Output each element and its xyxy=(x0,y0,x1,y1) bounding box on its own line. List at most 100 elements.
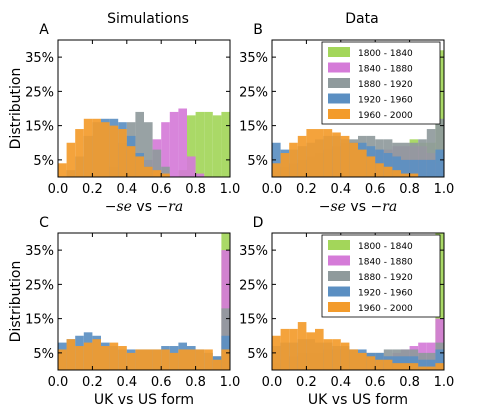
legend-entry: 1880 - 1920 xyxy=(358,80,413,90)
bar-d-s4-b10 xyxy=(358,352,367,371)
y-tick-label: 5% xyxy=(33,347,54,362)
panel-a: 0.0 0.2 0.4 0.6 0.8 1.0 5% 15% 25% 35% A −se vs −ra… xyxy=(8,22,240,215)
x-tick-label: 0.2 xyxy=(82,375,103,390)
legend-swatch xyxy=(328,78,350,88)
bar-b-s4-b12 xyxy=(375,163,384,177)
bar-d-s4-b9 xyxy=(349,349,358,370)
legend-entry: 1880 - 1920 xyxy=(358,273,413,283)
bar-b-s3-b15 xyxy=(401,159,410,178)
bar-d-s4-b17 xyxy=(418,366,427,370)
legend-entry: 1920 - 1960 xyxy=(358,96,413,106)
bar-c-s4-b12 xyxy=(161,349,170,370)
bar-a-s1-b13 xyxy=(169,111,179,177)
panels: 0.0 0.2 0.4 0.6 0.8 1.0 5% 15% 25% 35% A −se vs −ra… xyxy=(8,22,454,408)
bar-c-s4-b4 xyxy=(92,339,101,370)
bar-d-s4-b5 xyxy=(315,328,324,370)
bar-a-s4-b0 xyxy=(58,163,67,177)
bar-b-s4-b9 xyxy=(349,142,358,177)
legend: 1800 - 1840 1840 - 1880 1880 - 1920 1920 - … xyxy=(321,41,441,125)
x-axis-label: −se vs −ra xyxy=(105,199,183,215)
bar-c-s4-b19 xyxy=(221,349,230,370)
bar-b-s4-b15 xyxy=(401,173,410,177)
legend-entry: 1840 - 1880 xyxy=(358,258,413,268)
legend-swatch xyxy=(328,302,350,312)
bar-a-s1-b16 xyxy=(195,173,205,177)
bar-b-s2-b15 xyxy=(401,142,410,177)
legend-swatch xyxy=(328,286,350,297)
bar-a-s2-b9 xyxy=(135,111,144,177)
y-tick-label: 35% xyxy=(239,51,268,66)
bar-c-s4-b5 xyxy=(101,346,110,370)
bar-a-s4-b7 xyxy=(118,129,127,177)
bar-b-s4-b2 xyxy=(289,142,298,177)
x-tick-label: 0.8 xyxy=(185,182,206,197)
bar-a-s4-b6 xyxy=(109,125,119,177)
bar-c-s4-b10 xyxy=(144,349,153,370)
x-tick-label: 0.8 xyxy=(185,375,206,390)
x-tick-label: 0.6 xyxy=(151,375,172,390)
bar-b-s4-b11 xyxy=(366,156,376,177)
bar-b-s4-b16 xyxy=(409,173,419,177)
legend-entry: 1800 - 1840 xyxy=(358,49,413,59)
y-axis-label: Distribution xyxy=(8,261,24,343)
bar-c-s4-b3 xyxy=(83,342,93,370)
x-axis-label: −se vs −ra xyxy=(319,199,397,215)
y-tick-label: 35% xyxy=(239,244,268,259)
bar-a-s1-b15 xyxy=(187,156,196,177)
x-axis-label: UK vs US form xyxy=(308,392,408,408)
bar-d-s4-b15 xyxy=(401,363,410,370)
bar-d-s4-b7 xyxy=(332,339,341,370)
bar-d-s4-b3 xyxy=(297,322,307,370)
bar-c-s4-b16 xyxy=(195,349,205,370)
y-tick-label: 35% xyxy=(25,51,54,66)
legend-entry: 1960 - 2000 xyxy=(358,304,413,314)
bar-a-s4-b5 xyxy=(101,122,110,177)
bar-b-s4-b7 xyxy=(332,132,341,177)
bar-d-s4-b12 xyxy=(375,359,384,371)
plot-frame xyxy=(271,39,445,178)
bar-b-s3-b13 xyxy=(383,153,393,178)
bar-c-s4-b1 xyxy=(66,339,76,370)
x-axis-label: UK vs US form xyxy=(94,392,194,408)
legend-entry: 1960 - 2000 xyxy=(358,111,413,121)
bar-b-s3-b0 xyxy=(272,142,281,177)
x-tick-label: 0.0 xyxy=(48,375,69,390)
bar-d-s4-b1 xyxy=(280,328,290,370)
legend-entry: 1920 - 1960 xyxy=(358,289,413,299)
x-tick-label: 0.6 xyxy=(365,375,386,390)
x-tick-label: 0.0 xyxy=(48,182,69,197)
bar-d-s4-b8 xyxy=(340,342,350,370)
bar-c-s4-b2 xyxy=(75,346,84,370)
bar-d-s4-b2 xyxy=(289,328,298,370)
bar-c-s4-b11 xyxy=(152,349,162,370)
y-axis-label: Distribution xyxy=(8,68,24,150)
y-tick-label: 15% xyxy=(25,120,54,135)
bar-a-s1-b14 xyxy=(178,108,187,177)
x-tick-label: 0.2 xyxy=(296,375,317,390)
legend-swatch xyxy=(328,62,350,73)
bar-b-s4-b6 xyxy=(323,129,333,177)
bar-c-s4-b0 xyxy=(58,349,67,370)
x-tick-label: 0.2 xyxy=(296,182,317,197)
bar-d-s4-b6 xyxy=(323,339,333,370)
bar-b-s2-b16 xyxy=(409,142,419,177)
bar-a-s4-b8 xyxy=(126,146,136,177)
bar-a-s4-b11 xyxy=(152,170,162,177)
y-tick-label: 35% xyxy=(25,244,54,259)
panel-letter: A xyxy=(39,22,49,38)
bar-c-s4-b13 xyxy=(169,352,179,371)
x-tick-label: 0.4 xyxy=(330,182,351,197)
bar-b-s4-b13 xyxy=(383,166,393,177)
bar-b-s4-b0 xyxy=(272,163,281,177)
bar-a-s0-b18 xyxy=(212,115,222,177)
x-tick-label: 0.8 xyxy=(399,375,420,390)
bar-a-s0-b15 xyxy=(187,115,196,177)
bar-c-s4-b7 xyxy=(118,346,127,370)
bar-b-s4-b3 xyxy=(297,135,307,177)
legend-swatch xyxy=(328,271,350,281)
panel-d: 0.0 0.2 0.4 0.6 0.8 1.0 5% 15% 25% 35% D UK vs US f… xyxy=(239,215,454,408)
bar-b-s2-b19 xyxy=(435,118,444,178)
y-tick-label: 15% xyxy=(25,313,54,328)
column-title-simulations: Simulations xyxy=(107,11,189,27)
bar-b-s4-b8 xyxy=(340,135,350,177)
